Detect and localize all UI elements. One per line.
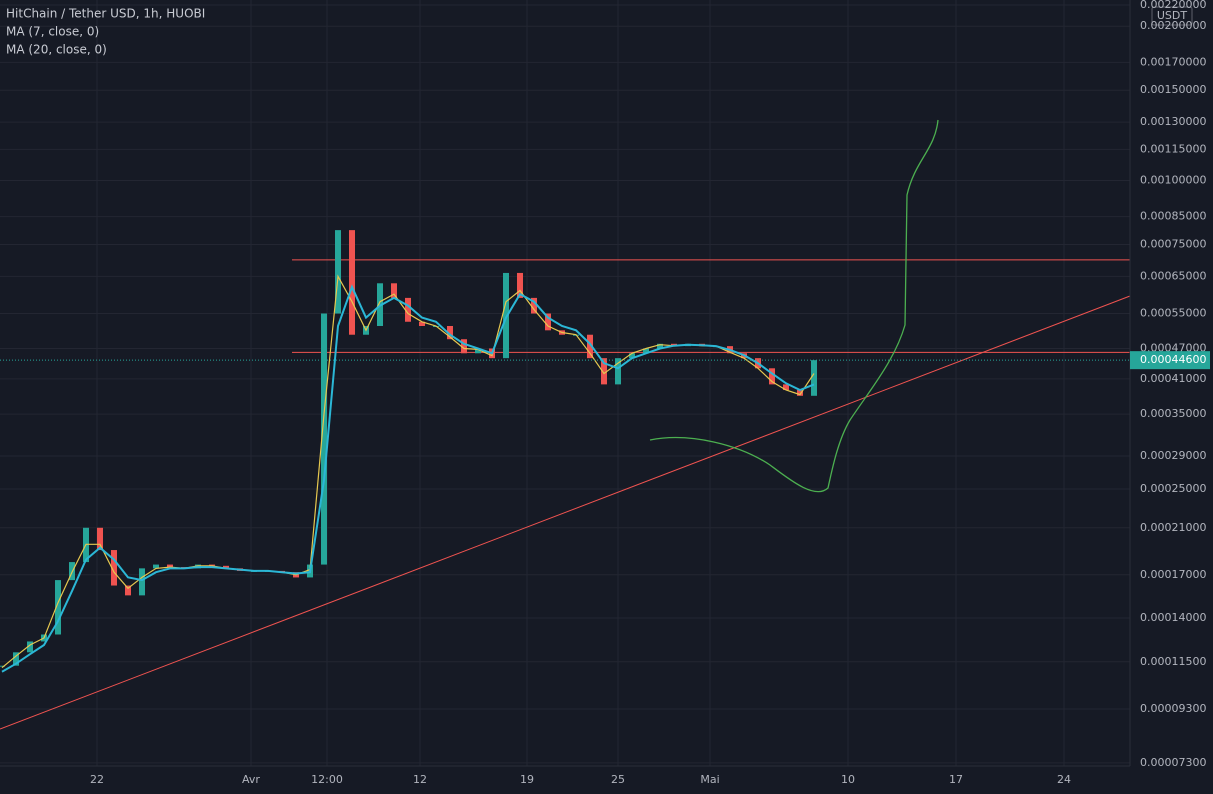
y-tick-label: 0.00065000 [1140,269,1206,282]
candle [335,230,341,314]
x-tick-label: 19 [520,773,534,786]
y-tick-label: 0.00035000 [1140,407,1206,420]
y-tick-label: 0.00021000 [1140,521,1206,534]
last-price-label: 0.00044600 [1140,353,1206,366]
candle [55,580,61,635]
candle [643,348,649,354]
candle [209,564,215,566]
candle [405,297,411,322]
candle [475,348,481,354]
y-tick-label: 0.00025000 [1140,482,1206,495]
candle [139,568,145,596]
candle [167,564,173,568]
y-tick-label: 0.00029000 [1140,449,1206,462]
candle [223,565,229,569]
y-tick-label: 0.00017000 [1140,568,1206,581]
candle [629,353,635,359]
x-tick-label: 24 [1057,773,1071,786]
candle [587,334,593,359]
hand-drawn-projection [649,119,939,493]
trend-line [0,295,1131,730]
x-tick-label: 10 [841,773,855,786]
candle [461,339,467,354]
candle [153,564,159,569]
y-tick-label: 0.00009300 [1140,702,1206,715]
y-tick-label: 0.00085000 [1140,210,1206,223]
candle [601,358,607,385]
candle [125,585,131,596]
x-tick-label: Avr [242,773,260,786]
y-tick-label: 0.00041000 [1140,372,1206,385]
candle [517,272,523,298]
candle [111,550,117,586]
y-tick-label: 0.00055000 [1140,307,1206,320]
candle [503,272,509,359]
chart-title: HitChain / Tether USD, 1h, HUOBI [6,7,205,21]
y-tick-label: 0.00200000 [1140,19,1206,32]
y-tick-label: 0.00130000 [1140,115,1206,128]
candle [531,297,537,314]
y-tick-label: 0.00014000 [1140,611,1206,624]
x-tick-label: 22 [90,773,104,786]
currency: USDT [1157,9,1188,22]
y-tick-label: 0.00007300 [1140,756,1206,769]
y-tick-label: 0.00170000 [1140,55,1206,68]
candle [615,358,621,385]
candle [783,384,789,391]
candle [321,313,327,565]
candle [97,527,103,551]
candle [797,390,803,396]
x-tick-label: Mai [700,773,719,786]
x-tick-label: 12 [413,773,427,786]
legend-entry[interactable]: MA (7, close, 0) [6,25,99,39]
y-tick-label: 0.00100000 [1140,173,1206,186]
y-tick-label: 0.00220000 [1140,0,1206,11]
candle [769,368,775,385]
legend-entry[interactable]: MA (20, close, 0) [6,43,107,57]
plot [0,230,1131,730]
y-tick-label: 0.00150000 [1140,83,1206,96]
y-tick-label: 0.00011500 [1140,655,1206,668]
currency-box[interactable] [1151,6,1193,26]
candle [811,360,817,396]
x-tick-label: 25 [611,773,625,786]
x-tick-label: 17 [949,773,963,786]
candle [447,325,453,340]
candle [657,343,663,349]
candle [419,321,425,326]
candle [0,665,5,667]
y-tick-label: 0.00075000 [1140,237,1206,250]
candle [13,652,19,666]
last-price-box [1130,351,1210,370]
candle [391,283,397,298]
moving-average [1,284,815,673]
x-tick-label: 12:00 [311,773,343,786]
candle [27,641,33,653]
candle [545,313,551,331]
y-tick-label: 0.00115000 [1140,142,1206,155]
candle [349,230,355,335]
